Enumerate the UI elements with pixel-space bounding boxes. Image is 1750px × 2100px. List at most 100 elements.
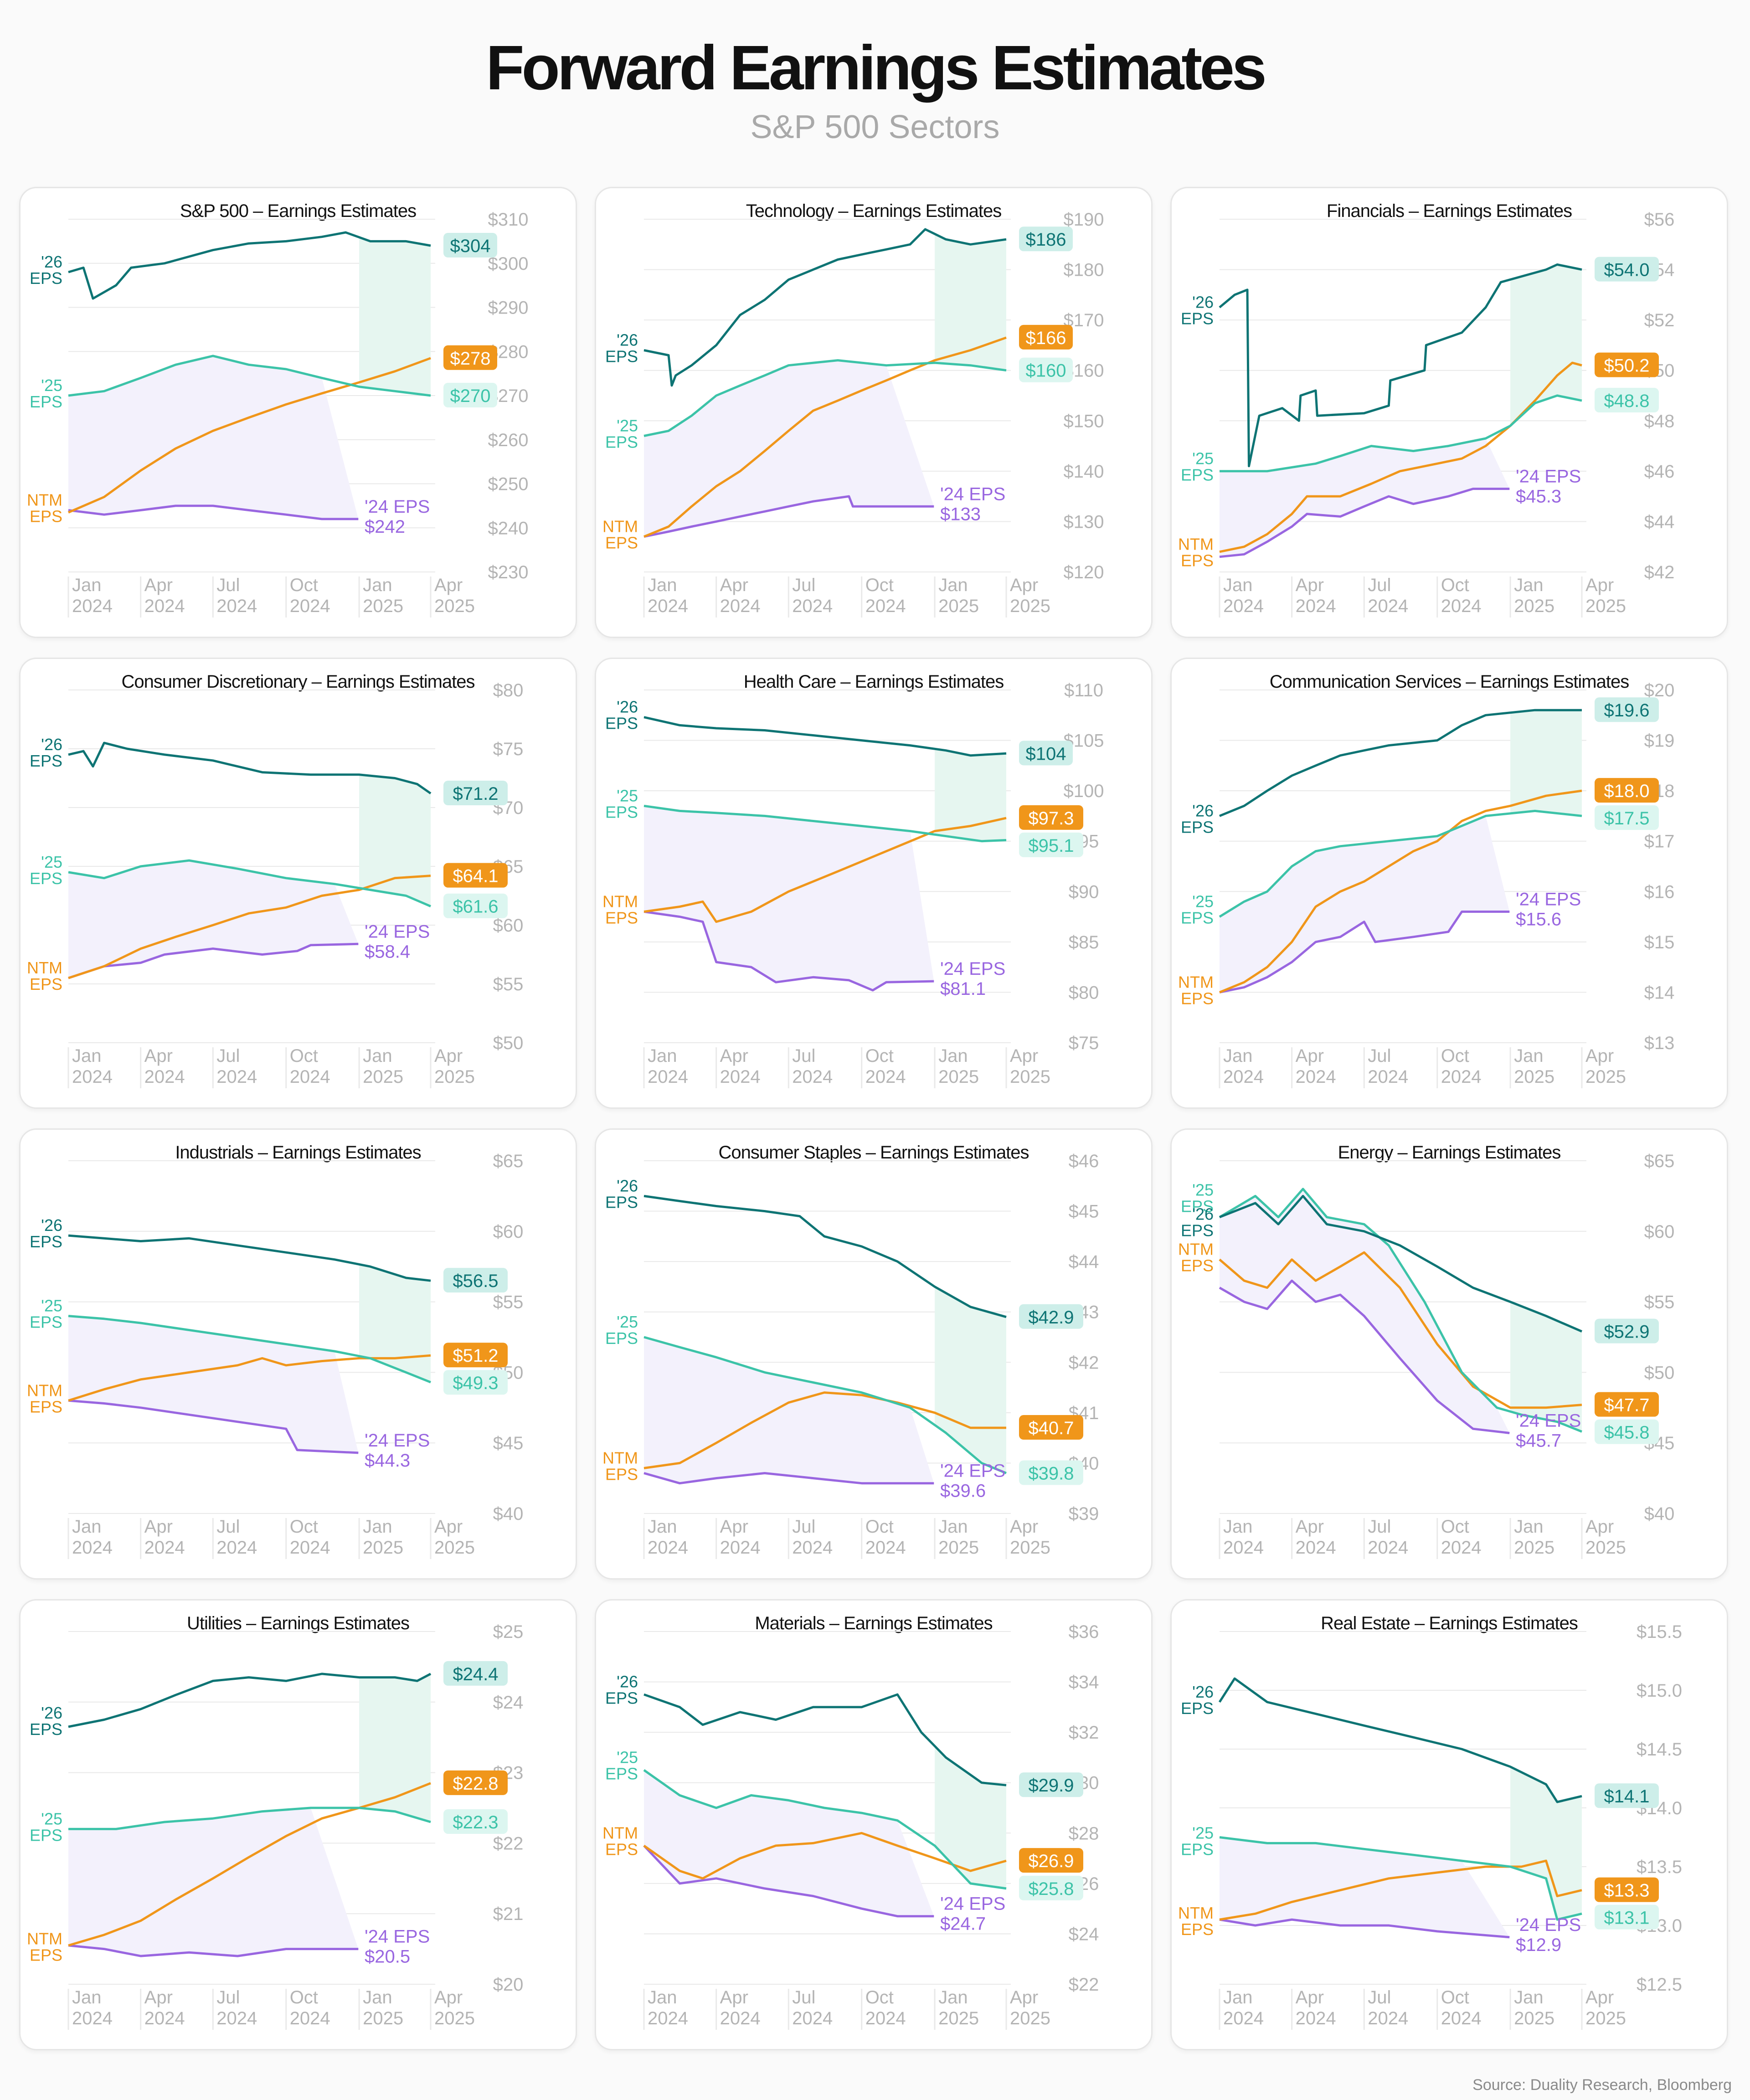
x-tick-year: 2025 xyxy=(1514,596,1554,616)
end-value-eps25: $45.8 xyxy=(1604,1423,1649,1443)
end-value-eps25: $39.8 xyxy=(1028,1464,1074,1484)
series-label-ntm: NTM xyxy=(1178,1904,1214,1922)
series-line-ntm xyxy=(1219,789,1582,993)
x-tick-month: Apr xyxy=(720,1987,748,2007)
x-tick-month: Jul xyxy=(792,1517,815,1537)
x-tick-year: 2025 xyxy=(1514,1067,1554,1087)
series-label-ntm: NTM xyxy=(602,892,638,911)
y-tick-label: $60 xyxy=(493,1222,524,1242)
end-value-pill-eps26 xyxy=(1595,1783,1659,1808)
series-label-eps25: EPS xyxy=(1181,1840,1214,1858)
x-tick-year: 2024 xyxy=(144,1067,185,1087)
series-line-eps26 xyxy=(68,1673,432,1728)
series-line-eps24 xyxy=(643,1845,934,1918)
shade-2025 xyxy=(359,1264,431,1383)
x-tick-month: Apr xyxy=(144,1517,173,1537)
x-tick-year: 2025 xyxy=(363,596,403,616)
series-name-eps24: '24 EPS xyxy=(940,484,1005,504)
shade-2025 xyxy=(1510,1766,1582,1920)
end-value-ntm: $51.2 xyxy=(453,1346,498,1366)
series-label-eps26: '26 xyxy=(1192,1683,1214,1701)
end-value-pill-ntm xyxy=(1595,1877,1659,1902)
series-label-ntm: NTM xyxy=(602,517,638,536)
chart-title: Materials – Earnings Estimates xyxy=(755,1613,993,1633)
series-label-eps26: EPS xyxy=(1181,818,1214,836)
series-line-eps24 xyxy=(1219,911,1510,993)
x-tick-month: Oct xyxy=(290,1987,318,2007)
x-tick-year: 2024 xyxy=(792,1538,833,1558)
series-label-eps26: '26 xyxy=(41,735,62,754)
x-tick-year: 2024 xyxy=(865,596,906,616)
x-tick-month: Jan xyxy=(1223,1517,1253,1537)
end-value-eps25: $95.1 xyxy=(1028,836,1074,856)
series-line-eps25 xyxy=(68,859,431,907)
x-tick-year: 2025 xyxy=(1585,2008,1626,2028)
end-value-pill-eps26 xyxy=(1019,1304,1083,1329)
series-line-eps24 xyxy=(643,1472,934,1485)
series-label-ntm: EPS xyxy=(30,975,62,993)
end-value-eps26: $71.2 xyxy=(453,784,498,804)
series-label-ntm: NTM xyxy=(27,491,62,510)
chart-title: Industrials – Earnings Estimates xyxy=(175,1143,421,1163)
x-tick-year: 2024 xyxy=(1368,596,1408,616)
end-value-pill-ntm xyxy=(1595,352,1659,377)
y-tick-label: $45 xyxy=(493,1433,524,1453)
x-tick-year: 2024 xyxy=(290,1538,330,1558)
shade-2024 xyxy=(68,1316,359,1453)
series-label-eps26: '26 xyxy=(41,252,62,271)
y-tick-label: $310 xyxy=(488,210,529,230)
end-value-pill-eps26 xyxy=(443,1268,508,1293)
x-tick-month: Apr xyxy=(1585,1517,1614,1537)
y-tick-label: $20 xyxy=(493,1975,524,1995)
x-tick-month: Oct xyxy=(1441,1517,1469,1537)
series-label-eps25: '25 xyxy=(41,376,62,395)
x-tick-year: 2024 xyxy=(216,2008,257,2028)
series-label-eps25: EPS xyxy=(30,392,62,411)
x-tick-year: 2025 xyxy=(938,1538,979,1558)
x-tick-month: Jan xyxy=(938,575,968,595)
y-tick-label: $56 xyxy=(1644,210,1675,230)
y-tick-label: $52 xyxy=(1644,310,1675,330)
end-value-eps25: $13.1 xyxy=(1604,1908,1649,1928)
series-label-eps25: EPS xyxy=(1181,909,1214,927)
chart-title: Communication Services – Earnings Estima… xyxy=(1269,672,1629,692)
end-value-ntm: $18.0 xyxy=(1604,781,1649,801)
end-value-eps24: $45.3 xyxy=(1516,487,1561,507)
x-tick-month: Jul xyxy=(216,1987,240,2007)
y-tick-label: $230 xyxy=(488,562,529,582)
series-name-eps24: '24 EPS xyxy=(1516,1915,1581,1935)
x-tick-month: Oct xyxy=(1441,1987,1469,2007)
series-label-eps25: '25 xyxy=(617,416,638,435)
series-label-ntm: NTM xyxy=(27,958,62,977)
shade-2024 xyxy=(68,355,359,519)
end-value-pill-eps26 xyxy=(1595,257,1659,282)
line-chart: $40$45$50$55$60$65Jan2024Apr2024Jul2024O… xyxy=(27,1151,524,1559)
chart-title: Health Care – Earnings Estimates xyxy=(743,672,1004,692)
line-chart: $50$55$60$65$70$75$80Jan2024Apr2024Jul20… xyxy=(27,680,523,1088)
x-tick-year: 2024 xyxy=(72,1067,113,1087)
y-tick-label: $130 xyxy=(1064,512,1104,532)
y-tick-label: $44 xyxy=(1644,512,1675,532)
series-line-eps25 xyxy=(68,1315,431,1384)
y-tick-label: $42 xyxy=(1644,562,1675,582)
end-value-pill-eps25 xyxy=(1595,1419,1659,1444)
y-tick-label: $21 xyxy=(493,1904,524,1924)
y-tick-label: $85 xyxy=(1069,932,1099,952)
series-label-ntm: EPS xyxy=(30,1946,62,1965)
series-line-eps25 xyxy=(1220,394,1582,473)
x-tick-year: 2024 xyxy=(720,1538,761,1558)
x-tick-month: Jan xyxy=(1514,1987,1544,2007)
end-value-eps26: $19.6 xyxy=(1604,700,1649,721)
series-line-ntm xyxy=(1219,361,1582,553)
series-line-eps24 xyxy=(643,911,934,992)
x-tick-month: Jul xyxy=(792,1987,815,2007)
end-value-pill-eps25 xyxy=(1595,388,1659,413)
x-tick-month: Oct xyxy=(290,575,318,595)
end-value-pill-eps25 xyxy=(1019,832,1083,857)
series-label-eps25: '25 xyxy=(41,1297,62,1315)
x-tick-month: Jul xyxy=(1368,1046,1391,1066)
line-chart: $12.5$13.0$13.5$14.0$14.5$15.0$15.5Jan20… xyxy=(1178,1622,1682,2030)
y-tick-label: $17 xyxy=(1644,832,1675,852)
page-subtitle: S&P 500 Sectors xyxy=(750,109,1000,145)
end-value-ntm: $47.7 xyxy=(1604,1395,1649,1415)
